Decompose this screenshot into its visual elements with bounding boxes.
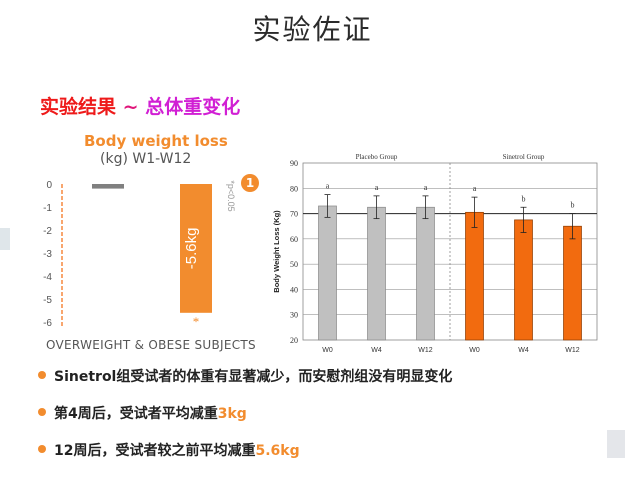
left-chart-subtitle: (kg) W1-W12 bbox=[100, 151, 192, 167]
right-edge-decoration bbox=[607, 430, 625, 458]
left-y-tick-label: -2 bbox=[43, 226, 52, 237]
right-x-tick-label: W0 bbox=[322, 347, 333, 354]
left-y-tick-label: 0 bbox=[46, 180, 52, 191]
bullet-highlight-2: 3kg bbox=[217, 406, 247, 422]
bullet-item-2: 第4周后，受试者平均减重3kg bbox=[38, 403, 452, 423]
right-group-title-sinetrol: Sinetrol Group bbox=[503, 153, 545, 161]
number-badge: 1 bbox=[241, 174, 259, 192]
right-y-tick-label: 70 bbox=[290, 210, 298, 219]
left-y-tick-label: -6 bbox=[43, 318, 52, 329]
left-bar-sinetrol bbox=[180, 184, 212, 313]
right-y-tick-label: 50 bbox=[290, 260, 298, 269]
right-x-tick-label: W4 bbox=[371, 347, 382, 354]
left-pvalue-annotation: *p<0.05 bbox=[226, 180, 236, 211]
right-significance-letter: b bbox=[571, 201, 575, 210]
right-significance-letter: b bbox=[522, 194, 526, 203]
bullet-item-3: 12周后，受试者较之前平均减重5.6kg bbox=[38, 440, 452, 460]
slide-title: 实验佐证 bbox=[252, 13, 373, 46]
right-y-tick-label: 90 bbox=[290, 159, 298, 168]
left-bar-value-label: -5.6kg bbox=[183, 228, 200, 270]
subtitle-part1: 实验结果 bbox=[40, 96, 117, 118]
bullet-list: Sinetrol组受试者的体重有显著减少，而安慰剂组没有明显变化 第4周后，受试… bbox=[38, 366, 452, 477]
right-significance-letter: a bbox=[375, 183, 379, 192]
left-chart-title: Body weight loss bbox=[84, 132, 228, 150]
subtitle-tilde: ~ bbox=[122, 96, 139, 118]
right-y-tick-label: 60 bbox=[290, 235, 298, 244]
bullet-text-3: 12周后，受试者较之前平均减重 bbox=[54, 443, 256, 459]
left-y-tick-label: -4 bbox=[43, 272, 52, 283]
right-x-tick-label: W12 bbox=[418, 347, 433, 354]
bullet-item-1: Sinetrol组受试者的体重有显著减少，而安慰剂组没有明显变化 bbox=[38, 366, 452, 386]
left-chart-caption: OVERWEIGHT & OBESE SUBJECTS bbox=[46, 338, 256, 352]
bullet-dot-icon bbox=[38, 445, 46, 453]
right-bar bbox=[465, 211, 484, 341]
right-plot-frame bbox=[302, 162, 598, 341]
bullet-text-2: 第4周后，受试者平均减重 bbox=[54, 406, 218, 422]
bullet-highlight-3: 5.6kg bbox=[255, 443, 300, 459]
right-significance-letter: a bbox=[424, 183, 428, 192]
right-y-tick-label: 40 bbox=[290, 285, 298, 294]
right-y-tick-label: 80 bbox=[290, 184, 298, 193]
subtitle-part2: 总体重变化 bbox=[145, 96, 241, 118]
right-y-tick-label: 30 bbox=[290, 311, 298, 320]
slide-subtitle: 实验结果 ~ 总体重变化 bbox=[40, 92, 240, 119]
right-x-tick-label: W0 bbox=[469, 347, 480, 354]
right-bar bbox=[416, 206, 435, 341]
right-y-tick-label: 20 bbox=[290, 336, 298, 345]
left-y-tick-label: -1 bbox=[43, 203, 52, 214]
bullet-dot-icon bbox=[38, 371, 46, 379]
right-x-tick-label: W4 bbox=[518, 347, 529, 354]
right-bar bbox=[318, 205, 337, 341]
right-bar bbox=[514, 219, 533, 341]
left-y-tick-label: -3 bbox=[43, 249, 52, 260]
right-x-tick-label: W12 bbox=[565, 347, 580, 354]
right-bar bbox=[563, 225, 582, 341]
left-y-tick-label: -5 bbox=[43, 295, 52, 306]
right-significance-letter: a bbox=[473, 184, 477, 193]
bullet-text-1: Sinetrol组受试者的体重有显著减少，而安慰剂组没有明显变化 bbox=[54, 369, 453, 385]
right-y-axis-label: Body Weight Loss (Kg) bbox=[272, 210, 281, 293]
right-significance-letter: a bbox=[326, 182, 330, 191]
right-group-title-placebo: Placebo Group bbox=[356, 153, 398, 161]
bullet-dot-icon bbox=[38, 408, 46, 416]
left-edge-decoration bbox=[0, 228, 10, 250]
left-significance-star: * bbox=[193, 314, 200, 329]
left-bar-placebo bbox=[92, 184, 124, 189]
right-bar bbox=[367, 206, 386, 341]
